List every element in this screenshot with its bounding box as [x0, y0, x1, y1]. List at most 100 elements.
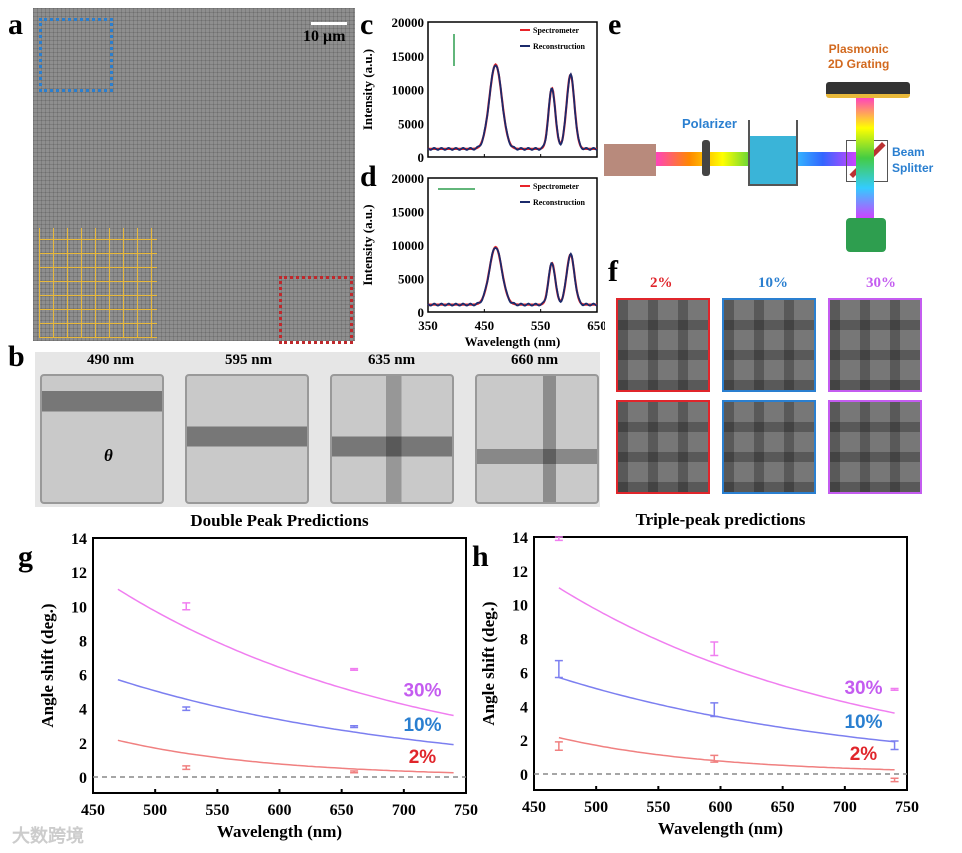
grating-label: Plasmonic 2D Grating: [828, 42, 890, 71]
fit-curve-30%: [558, 587, 895, 714]
y-tick-label: 20000: [392, 171, 425, 186]
error-bar: [350, 667, 359, 672]
chart-title: Triple-peak predictions: [636, 510, 806, 529]
legend-label: Reconstruction: [533, 42, 586, 51]
spectra-charts: 0 5000 10000 15000 20000 Intensity (a.u.) Spec…: [360, 15, 605, 349]
theta-label: θ: [104, 446, 113, 465]
tile-490: θ: [40, 374, 164, 504]
x-tick-label: 500: [143, 802, 167, 819]
error-bar: [182, 602, 191, 611]
y-axis-label: Angle shift (deg.): [480, 601, 498, 725]
reconstruction-line: [427, 64, 598, 151]
setup-diagram: Polarizer Plasmonic 2D Grating Beam Spli…: [600, 0, 962, 260]
y-tick-label: 5000: [398, 272, 424, 287]
legend-label: Spectrometer: [533, 182, 580, 191]
y-tick-label: 12: [71, 565, 87, 582]
f-label-10pct: 10%: [758, 275, 788, 291]
tile-635: [330, 374, 454, 504]
x-tick-label: 450: [81, 802, 105, 819]
y-tick-label: 4: [520, 699, 528, 716]
x-tick-label: 650: [587, 318, 605, 333]
y-tick-label: 6: [520, 665, 528, 682]
y-tick-label: 14: [71, 531, 87, 548]
y-tick-label: 2: [79, 736, 87, 753]
series-label: 2%: [409, 747, 437, 768]
vertical-beam: [856, 98, 874, 218]
plot-frame: [427, 177, 598, 313]
x-tick-label: 600: [709, 799, 733, 816]
scale-bar: [311, 22, 347, 25]
f-tile-30pct-bottom: [828, 400, 922, 494]
y-axis-label: Intensity (a.u.): [360, 49, 375, 130]
chart-title: Double Peak Predictions: [190, 511, 369, 530]
watermark: 大数跨境: [12, 826, 84, 847]
plot-frame: [427, 21, 598, 158]
scale-bar-label: 10 μm: [303, 28, 346, 45]
fit-curve-30%: [117, 588, 454, 717]
x-tick-label: 650: [771, 799, 795, 816]
tile-label: 635 nm: [368, 352, 416, 368]
series-label: 30%: [844, 678, 882, 699]
y-tick-label: 10000: [392, 238, 425, 253]
y-tick-label: 0: [418, 305, 425, 320]
y-axis-label: Intensity (a.u.): [360, 204, 375, 285]
x-tick-label: 450: [522, 799, 546, 816]
y-tick-label: 10000: [392, 83, 425, 98]
series-label: 30%: [403, 680, 441, 701]
series-label: 2%: [850, 744, 878, 765]
error-bar: [710, 702, 719, 718]
f-tile-10pct-bottom: [722, 400, 816, 494]
f-tile-2pct-bottom: [616, 400, 710, 494]
chart-h: Triple-peak predictions 450 500 550 600 650 70…: [480, 510, 919, 838]
x-tick-label: 700: [392, 802, 416, 819]
panel-label-d: d: [360, 160, 377, 193]
f-label-30pct: 30%: [866, 275, 896, 291]
y-tick-label: 14: [512, 530, 528, 547]
y-tick-label: 8: [79, 633, 87, 650]
sample-cuvette: [748, 120, 798, 186]
light-source: [604, 144, 656, 176]
y-axis-label: Angle shift (deg.): [38, 603, 57, 727]
error-bar: [554, 659, 563, 679]
fit-curve-2%: [117, 739, 454, 774]
x-tick-label: 600: [268, 802, 292, 819]
error-bar: [182, 765, 191, 771]
panel-label-b: b: [8, 340, 25, 373]
fit-curve-10%: [117, 678, 454, 746]
panel-label-e: e: [608, 8, 622, 41]
x-tick-label: 550: [205, 802, 229, 819]
fit-curve-2%: [558, 736, 895, 771]
y-tick-label: 2: [520, 733, 528, 750]
x-tick-label: 500: [584, 799, 608, 816]
x-tick-label: 450: [475, 318, 495, 333]
panel-label-a: a: [8, 8, 23, 41]
error-bar: [554, 536, 563, 542]
f-label-2pct: 2%: [650, 275, 673, 291]
x-axis-label: Wavelength (nm): [217, 822, 342, 841]
panel-label-f: f: [608, 255, 618, 288]
error-bar: [182, 706, 191, 712]
y-tick-label: 10: [71, 599, 87, 616]
f-tile-10pct-top: [722, 298, 816, 392]
y-tick-label: 12: [512, 564, 528, 581]
x-tick-label: 750: [454, 802, 478, 819]
y-tick-label: 0: [418, 150, 425, 165]
x-tick-label: 750: [895, 799, 919, 816]
x-tick-label: 700: [833, 799, 857, 816]
error-bar: [554, 741, 563, 752]
red-roi: [279, 276, 353, 344]
blue-roi: [39, 18, 113, 92]
panel-f: 2% 10% 30%: [612, 272, 932, 500]
polarizer: [702, 140, 710, 176]
x-axis-label: Wavelength (nm): [658, 819, 783, 838]
fit-curve-10%: [558, 676, 895, 743]
panel-label-g: g: [18, 540, 33, 573]
error-bar: [890, 777, 899, 783]
tile-660: [475, 374, 599, 504]
y-tick-label: 15000: [392, 49, 425, 64]
splitter-label: Beam Splitter: [892, 145, 934, 175]
x-tick-label: 550: [531, 318, 551, 333]
y-tick-label: 0: [520, 767, 528, 784]
polarizer-label: Polarizer: [682, 116, 737, 131]
x-tick-label: 550: [646, 799, 670, 816]
